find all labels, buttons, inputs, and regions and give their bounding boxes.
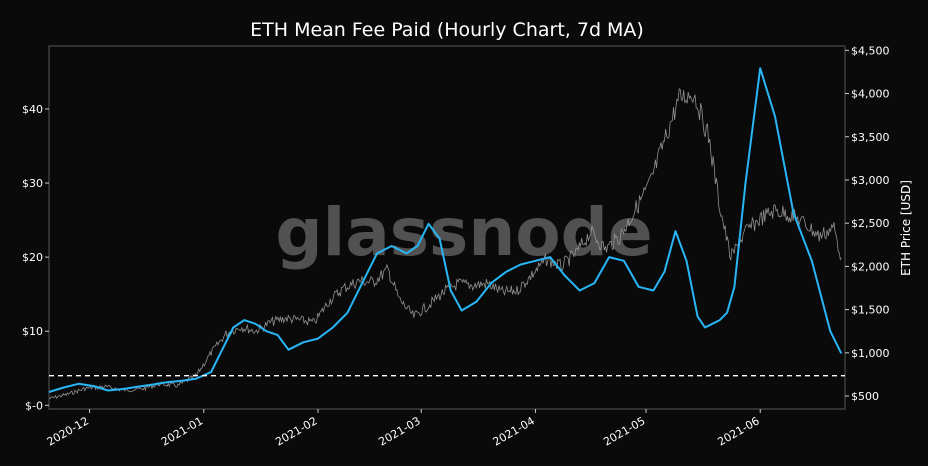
y-left-tick-label: $40 [22, 103, 43, 116]
y-axis-left: $-0 $10 $20 $30 $40 [22, 103, 49, 412]
x-tick-label: 2021-05 [601, 414, 647, 448]
y-axis-right-label: ETH Price [USD] [899, 180, 913, 276]
y-right-tick-label: $3,500 [851, 131, 890, 144]
x-tick-label: 2021-02 [273, 414, 319, 448]
y-right-tick-label: $4,500 [851, 44, 890, 57]
watermark-logo-text: glassnode [275, 194, 652, 271]
y-left-tick-label: $30 [22, 177, 43, 190]
y-right-tick-label: $1,500 [851, 304, 890, 317]
mean-fee-line [48, 67, 843, 393]
y-right-tick-label: $4,000 [851, 88, 890, 101]
chart-title: ETH Mean Fee Paid (Hourly Chart, 7d MA) [250, 19, 644, 41]
plot-frame [48, 45, 846, 410]
x-tick-label: 2021-03 [376, 414, 422, 448]
y-right-tick-label: $2,500 [851, 217, 890, 230]
y-right-tick-label: $2,000 [851, 260, 890, 273]
y-right-tick-label: $3,000 [851, 174, 890, 187]
x-axis: 2020-12 2021-01 2021-02 2021-03 2021-04 2021-… [45, 409, 762, 449]
x-tick-label: 2021-04 [491, 414, 537, 448]
y-left-tick-label: $-0 [25, 399, 43, 412]
eth-price-line [49, 88, 842, 400]
x-tick-label: 2020-12 [45, 414, 91, 448]
x-tick-label: 2021-01 [159, 414, 205, 448]
y-axis-right: $500 $1,000 $1,500 $2,000 $2,500 $3,000 $3,500… [845, 44, 890, 403]
y-left-tick-label: $10 [22, 325, 43, 338]
y-left-tick-label: $20 [22, 251, 43, 264]
y-right-tick-label: $500 [851, 390, 879, 403]
series-layer [48, 67, 845, 400]
y-right-tick-label: $1,000 [851, 347, 890, 360]
x-tick-label: 2021-06 [715, 414, 761, 448]
